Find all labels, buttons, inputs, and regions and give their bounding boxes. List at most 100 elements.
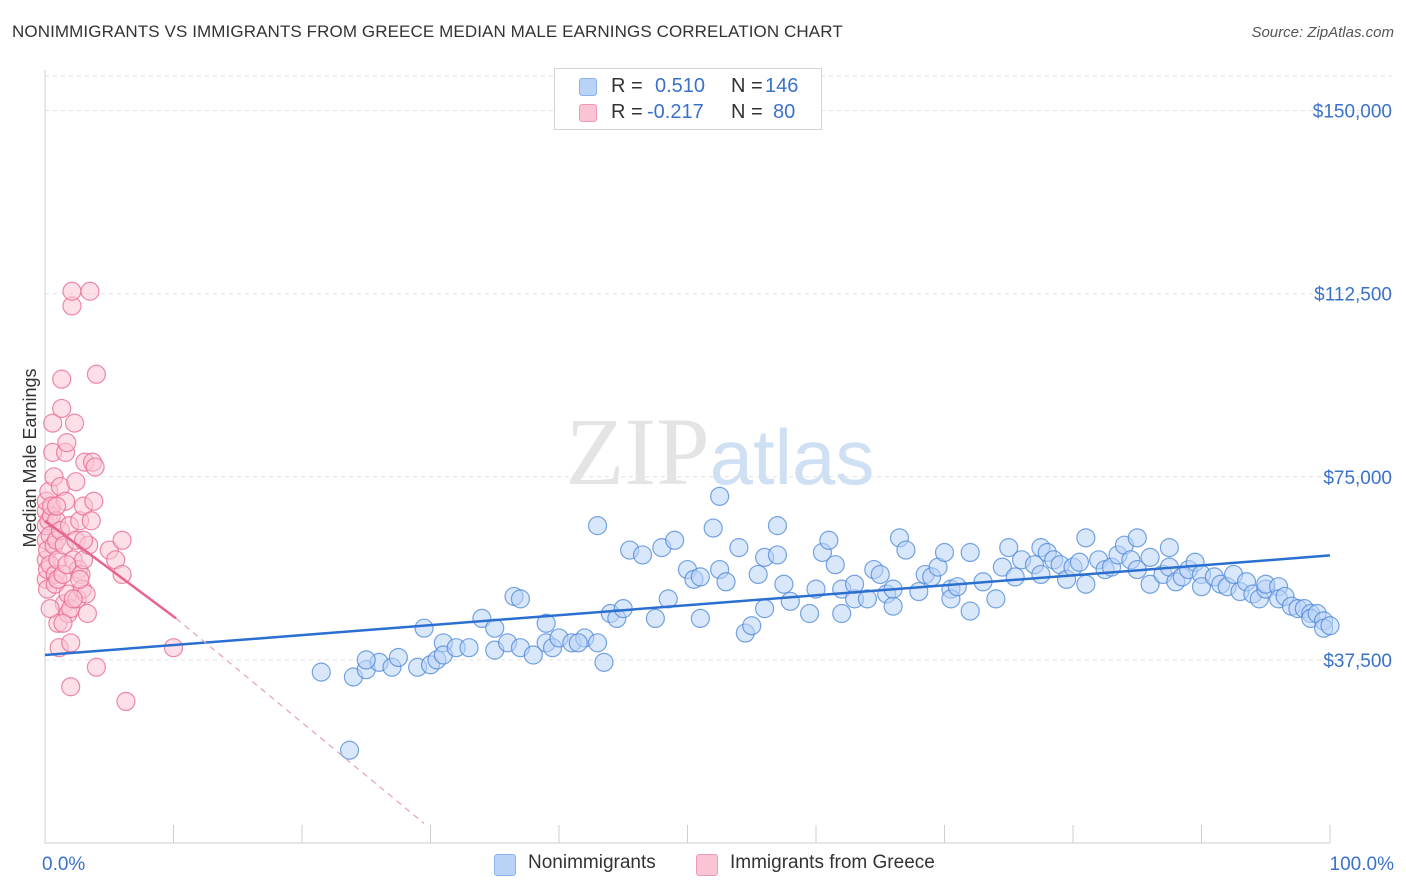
immigrant-greece-point (84, 491, 104, 511)
nonimmigrant-point (1140, 547, 1160, 567)
nonimmigrant-point (587, 633, 608, 653)
n-value: 146 (765, 75, 799, 97)
r-label: R = (611, 75, 643, 97)
stats-legend: R = 0.510 N = 146 R = -0.217 N = 80 (554, 68, 822, 130)
label-layer: $37,500 $75,000 $112,500 $150,000 0.0% 100.0%… (20, 102, 1394, 875)
watermark: ZIPatlas (566, 398, 875, 505)
y-tick-label: $37,500 (1323, 651, 1392, 672)
immigrant-greece-point (61, 633, 81, 653)
n-label: N = (731, 101, 763, 123)
immigrant-greece-point (116, 691, 136, 712)
nonimmigrant-point (587, 516, 608, 536)
trend-layer (44, 519, 1331, 824)
nonimmigrant-point (472, 608, 492, 629)
immigrants-greece-legend-swatch (696, 854, 718, 876)
nonimmigrant-point (857, 589, 878, 609)
nonimmigrant-point (999, 538, 1019, 558)
nonimmigrants-points (311, 486, 1340, 760)
nonimmigrants-swatch (579, 78, 597, 96)
n-value: 80 (773, 101, 796, 123)
nonimmigrant-point (1140, 574, 1160, 594)
immigrant-greece-point (112, 564, 132, 585)
nonimmigrant-point (896, 540, 916, 560)
nonimmigrant-point (690, 608, 710, 629)
immigrant-greece-point (57, 555, 77, 575)
n-label: N = (731, 75, 763, 97)
immigrants-greece-swatch (579, 104, 597, 122)
immigrant-greece-point (85, 457, 105, 477)
immigrant-greece-point (73, 530, 94, 550)
source-label: Source: ZipAtlas.com (1251, 24, 1394, 41)
nonimmigrant-point (594, 652, 614, 672)
nonimmigrants-trendline (44, 554, 1331, 657)
nonimmigrant-point (1005, 567, 1025, 587)
nonimmigrant-point (742, 616, 762, 636)
nonimmigrant-point (690, 567, 710, 587)
watermark-zip: ZIP (566, 398, 710, 505)
immigrant-greece-point (62, 281, 82, 301)
immigrant-greece-point (46, 496, 67, 516)
immigrant-greece-point (52, 398, 72, 419)
nonimmigrant-point (986, 589, 1006, 609)
immigrants-greece-trendline-extension (175, 617, 425, 824)
y-axis-label: Median Male Earnings (20, 368, 40, 547)
legend-label: Immigrants from Greece (730, 852, 935, 873)
immigrant-greece-point (63, 589, 83, 609)
nonimmigrant-point (934, 542, 955, 563)
x-tick-label: 0.0% (42, 854, 85, 875)
nonimmigrant-point (1159, 538, 1179, 558)
nonimmigrant-point (825, 555, 845, 575)
r-value: 0.510 (655, 75, 706, 97)
nonimmigrant-point (754, 599, 775, 619)
nonimmigrant-point (799, 603, 820, 624)
immigrant-greece-point (81, 511, 101, 531)
nonimmigrant-point (748, 564, 768, 585)
nonimmigrant-point (960, 601, 980, 621)
immigrant-greece-point (57, 433, 77, 453)
nonimmigrant-point (1069, 552, 1090, 572)
r-label: R = (611, 101, 643, 123)
legend-label: Nonimmigrants (528, 852, 656, 873)
nonimmigrant-point (1127, 528, 1147, 548)
nonimmigrant-point (806, 579, 826, 599)
y-tick-label: $75,000 (1323, 468, 1392, 489)
nonimmigrant-point (510, 589, 531, 609)
nonimmigrant-point (632, 545, 653, 565)
chart-title: NONIMMIGRANTS VS IMMIGRANTS FROM GREECE … (12, 22, 843, 41)
nonimmigrant-point (729, 538, 749, 558)
nonimmigrant-point (819, 530, 839, 550)
immigrant-greece-point (163, 638, 184, 658)
nonimmigrant-point (832, 603, 852, 624)
nonimmigrant-point (960, 542, 980, 563)
immigrant-greece-point (66, 472, 86, 492)
nonimmigrant-point (568, 633, 588, 653)
nonimmigrant-point (1191, 577, 1212, 597)
nonimmigrant-point (716, 572, 736, 592)
nonimmigrant-point (459, 638, 479, 658)
nonimmigrant-point (1320, 616, 1340, 636)
watermark-atlas: atlas (710, 413, 875, 501)
y-tick-label: $150,000 (1313, 102, 1392, 123)
nonimmigrant-point (665, 530, 685, 550)
nonimmigrant-point (774, 574, 794, 594)
immigrant-greece-point (77, 603, 98, 624)
nonimmigrant-point (645, 608, 665, 629)
immigrant-greece-point (43, 413, 63, 433)
nonimmigrant-point (844, 574, 865, 594)
immigrant-greece-point (86, 364, 107, 384)
immigrant-greece-point (53, 613, 73, 633)
immigrant-greece-point (52, 369, 72, 389)
immigrant-greece-point (61, 677, 81, 697)
nonimmigrant-point (703, 518, 723, 538)
nonimmigrant-point (870, 564, 890, 585)
nonimmigrant-point (1031, 564, 1051, 585)
nonimmigrant-point (909, 581, 929, 602)
nonimmigrant-point (523, 645, 543, 665)
nonimmigrant-point (767, 516, 788, 536)
nonimmigrant-point (710, 486, 730, 506)
immigrant-greece-point (112, 530, 132, 550)
immigrants-greece-trendline (44, 519, 177, 620)
nonimmigrant-point (414, 618, 434, 638)
nonimmigrant-point (883, 596, 903, 616)
